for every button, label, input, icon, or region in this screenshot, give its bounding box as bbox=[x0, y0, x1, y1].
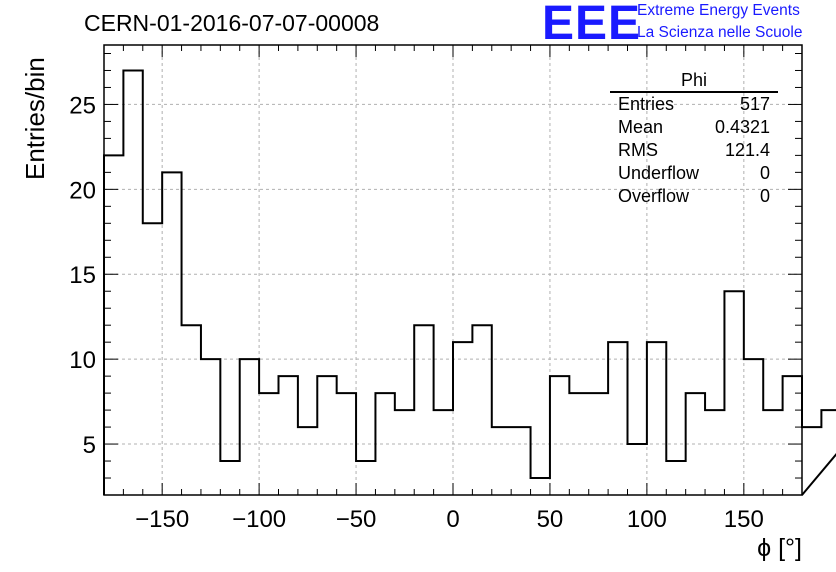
logo-line-1: Extreme Energy Events bbox=[637, 2, 800, 19]
stats-label: Underflow bbox=[618, 163, 700, 183]
stats-row: RMS 121.4 bbox=[610, 139, 778, 162]
logo-line-2: La Scienza nelle Scuole bbox=[637, 24, 803, 41]
stats-row: Mean 0.4321 bbox=[610, 116, 778, 139]
stats-value: 0 bbox=[759, 163, 770, 183]
stats-value: 0 bbox=[759, 186, 770, 206]
x-tick-label: −100 bbox=[232, 506, 286, 533]
x-tick-label: −50 bbox=[336, 506, 377, 533]
y-tick-label: 20 bbox=[69, 177, 96, 204]
y-tick-label: 10 bbox=[69, 347, 96, 374]
x-tick-label: −150 bbox=[135, 506, 189, 533]
stats-title: Phi bbox=[610, 70, 778, 93]
stats-row: Entries 517 bbox=[610, 93, 778, 116]
y-tick-label: 25 bbox=[69, 92, 96, 119]
x-tick-label: 50 bbox=[537, 506, 564, 533]
x-tick-label: 100 bbox=[627, 506, 667, 533]
stats-value: 121.4 bbox=[724, 140, 770, 160]
x-axis-label: ϕ [°] bbox=[757, 534, 802, 562]
eee-logo: EEE bbox=[542, 0, 642, 50]
histogram-line bbox=[103, 69, 836, 496]
stats-box: Phi Entries 517 Mean 0.4321 RMS 121.4 Under… bbox=[610, 70, 778, 208]
stats-label: Mean bbox=[618, 117, 664, 137]
chart-title: CERN-01-2016-07-07-00008 bbox=[84, 10, 380, 36]
stats-value: 0.4321 bbox=[714, 117, 770, 137]
y-axis-label: Entries/bin bbox=[20, 57, 50, 180]
stats-row: Underflow 0 bbox=[610, 162, 778, 185]
x-tick-label: 0 bbox=[446, 506, 459, 533]
stats-label: Entries bbox=[618, 94, 675, 114]
y-tick-label: 15 bbox=[69, 262, 96, 289]
y-tick-label: 5 bbox=[83, 432, 96, 459]
stats-label: RMS bbox=[618, 140, 658, 160]
stats-row: Overflow 0 bbox=[610, 185, 778, 208]
stats-label: Overflow bbox=[618, 186, 690, 206]
x-tick-label: 150 bbox=[724, 506, 764, 533]
stats-value: 517 bbox=[739, 94, 770, 114]
